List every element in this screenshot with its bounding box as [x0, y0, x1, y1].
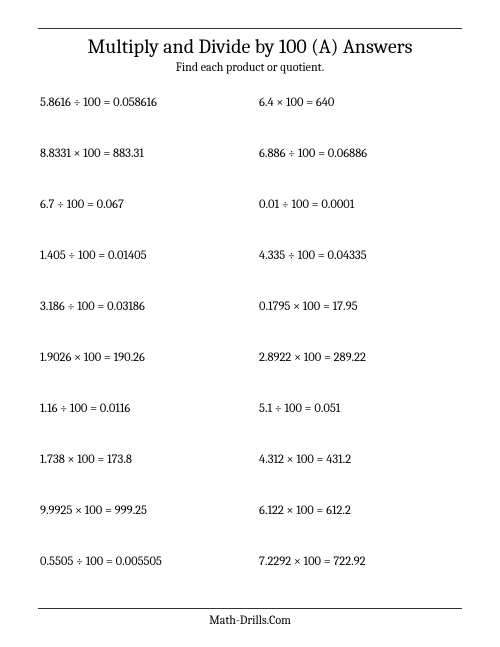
problem-cell: 8.8331 × 100 = 883.31: [40, 147, 241, 161]
page-title: Multiply and Divide by 100 (A) Answers: [38, 35, 462, 58]
problem-cell: 1.738 × 100 = 173.8: [40, 453, 241, 467]
worksheet-page: Multiply and Divide by 100 (A) Answers F…: [0, 0, 500, 647]
problem-cell: 7.2292 × 100 = 722.92: [259, 555, 460, 569]
problem-cell: 5.1 ÷ 100 = 0.051: [259, 402, 460, 416]
bottom-rule: [38, 608, 462, 609]
problem-cell: 5.8616 ÷ 100 = 0.058616: [40, 96, 241, 110]
problem-cell: 1.16 ÷ 100 = 0.0116: [40, 402, 241, 416]
problem-cell: 1.405 ÷ 100 = 0.01405: [40, 249, 241, 263]
footer-text: Math-Drills.Com: [38, 613, 462, 627]
problem-cell: 0.1795 × 100 = 17.95: [259, 300, 460, 314]
problem-cell: 4.335 ÷ 100 = 0.04335: [259, 249, 460, 263]
problem-cell: 6.4 × 100 = 640: [259, 96, 460, 110]
problem-cell: 3.186 ÷ 100 = 0.03186: [40, 300, 241, 314]
problem-cell: 6.122 × 100 = 612.2: [259, 504, 460, 518]
footer: Math-Drills.Com: [38, 608, 462, 627]
problem-cell: 0.01 ÷ 100 = 0.0001: [259, 198, 460, 212]
problem-cell: 1.9026 × 100 = 190.26: [40, 351, 241, 365]
problem-cell: 9.9925 × 100 = 999.25: [40, 504, 241, 518]
header: Multiply and Divide by 100 (A) Answers F…: [38, 28, 462, 74]
problem-cell: 4.312 × 100 = 431.2: [259, 453, 460, 467]
problem-cell: 6.886 ÷ 100 = 0.06886: [259, 147, 460, 161]
problem-cell: 2.8922 × 100 = 289.22: [259, 351, 460, 365]
page-subtitle: Find each product or quotient.: [38, 60, 462, 74]
problems-grid: 5.8616 ÷ 100 = 0.058616 6.4 × 100 = 640 …: [38, 96, 462, 569]
problem-cell: 6.7 ÷ 100 = 0.067: [40, 198, 241, 212]
top-rule: [38, 28, 462, 29]
problem-cell: 0.5505 ÷ 100 = 0.005505: [40, 555, 241, 569]
